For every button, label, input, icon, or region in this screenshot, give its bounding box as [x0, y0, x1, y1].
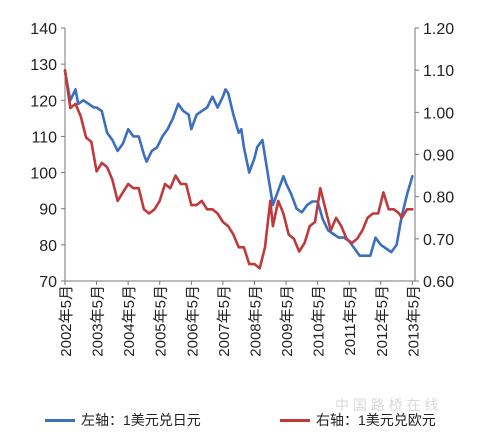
- x-tick-label: 2006年5月: [184, 285, 201, 357]
- x-tick-label: 2012年5月: [374, 285, 391, 357]
- legend-swatch-jpy: [45, 418, 75, 422]
- left-tick-label: 100: [30, 166, 57, 183]
- x-tick-label: 2011年5月: [342, 285, 359, 356]
- x-tick-label: 2004年5月: [121, 285, 138, 357]
- legend-item-jpy: 左轴：1美元兑日元: [45, 410, 201, 430]
- series-layer: [63, 68, 414, 270]
- x-tick-label: 2013年5月: [405, 285, 422, 357]
- x-tick-label: 2002年5月: [58, 285, 75, 357]
- left-tick-label: 120: [30, 93, 57, 110]
- left-tick-label: 130: [30, 57, 57, 74]
- legend-swatch-eur: [280, 418, 310, 422]
- left-tick-label: 110: [31, 129, 57, 146]
- x-tick-label: 2010年5月: [311, 285, 328, 357]
- legend-label-eur: 右轴：1美元兑欧元: [316, 412, 436, 428]
- legend-item-eur: 右轴：1美元兑欧元: [280, 410, 436, 430]
- x-tick-label: 2007年5月: [216, 285, 233, 357]
- x-tick-label: 2003年5月: [90, 285, 107, 357]
- x-tick-label: 2008年5月: [247, 285, 264, 357]
- labels-layer: 70 80 90 100 110 120 130 140 0.60 0.70 0.80 0.90 1.0…: [30, 21, 454, 357]
- left-tick-label: 90: [39, 202, 57, 219]
- right-tick-label: 0.60: [423, 274, 454, 291]
- left-tick-label: 140: [30, 21, 57, 38]
- left-tick-label: 80: [39, 238, 57, 255]
- right-tick-label: 1.00: [423, 105, 454, 122]
- right-tick-label: 0.70: [423, 232, 454, 249]
- legend: 左轴：1美元兑日元 右轴：1美元兑欧元: [0, 404, 500, 434]
- right-tick-label: 0.90: [423, 148, 454, 165]
- left-tick-label: 70: [39, 274, 57, 291]
- watermark-text: 中 国 路 桥 在 线: [335, 397, 438, 413]
- plot-background: [0, 0, 500, 400]
- x-tick-label: 2009年5月: [279, 285, 296, 357]
- legend-label-jpy: 左轴：1美元兑日元: [81, 412, 201, 428]
- right-tick-label: 1.20: [423, 21, 454, 38]
- right-tick-label: 1.10: [423, 63, 454, 80]
- right-tick-label: 0.80: [423, 190, 454, 207]
- series-line-eur: [63, 68, 414, 270]
- x-tick-label: 2005年5月: [153, 285, 170, 357]
